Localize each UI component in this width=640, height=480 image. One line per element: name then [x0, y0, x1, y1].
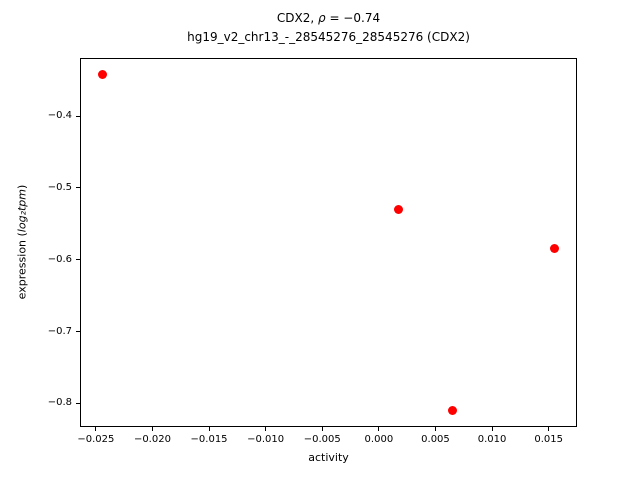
- title-text: CDX2,: [276, 11, 318, 25]
- x-tick-mark: [208, 427, 210, 431]
- y-axis-label-math: log₂tpm: [15, 188, 29, 233]
- title-correlation-value: = −0.74: [325, 11, 381, 25]
- data-point: [447, 405, 457, 415]
- x-tick-mark: [321, 427, 323, 431]
- data-point: [393, 204, 403, 214]
- x-tick-mark: [378, 427, 380, 431]
- y-tick-mark: [76, 115, 80, 117]
- x-tick-label: −0.010: [247, 434, 285, 445]
- data-point: [98, 70, 108, 79]
- x-tick-label: −0.020: [133, 434, 171, 445]
- y-tick-mark: [76, 259, 80, 261]
- y-tick-label: −0.7: [47, 325, 72, 337]
- y-tick-label: −0.8: [47, 397, 72, 409]
- y-axis-label: expression (log₂tpm): [16, 185, 29, 300]
- x-tick-label: −0.015: [190, 434, 228, 445]
- x-tick-label: 0.000: [364, 434, 394, 445]
- chart-title-line1: CDX2, ρ = −0.74: [80, 9, 577, 28]
- x-axis-label: activity: [308, 451, 349, 464]
- y-tick-mark: [76, 331, 80, 333]
- x-tick-mark: [491, 427, 493, 431]
- y-tick-mark: [76, 187, 80, 189]
- x-tick-mark: [95, 427, 97, 431]
- y-tick-mark: [76, 402, 80, 404]
- x-tick-mark: [151, 427, 153, 431]
- x-tick-mark: [434, 427, 436, 431]
- y-tick-label: −0.6: [47, 253, 72, 265]
- x-tick-label: 0.015: [534, 434, 563, 445]
- x-tick-label: 0.010: [477, 434, 507, 445]
- x-tick-label: −0.025: [77, 434, 115, 445]
- title-rho-symbol: ρ: [318, 11, 326, 25]
- x-tick-label: 0.005: [421, 434, 450, 445]
- x-tick-mark: [265, 427, 267, 431]
- x-tick-mark: [548, 427, 550, 431]
- x-tick-label: −0.005: [303, 434, 341, 445]
- plot-area: [80, 58, 577, 427]
- y-tick-label: −0.5: [47, 181, 72, 193]
- chart-title-line2: hg19_v2_chr13_-_28545276_28545276 (CDX2): [187, 30, 470, 44]
- chart-title: CDX2, ρ = −0.74 hg19_v2_chr13_-_28545276…: [80, 9, 577, 47]
- data-point: [549, 244, 559, 254]
- y-tick-label: −0.4: [47, 110, 72, 122]
